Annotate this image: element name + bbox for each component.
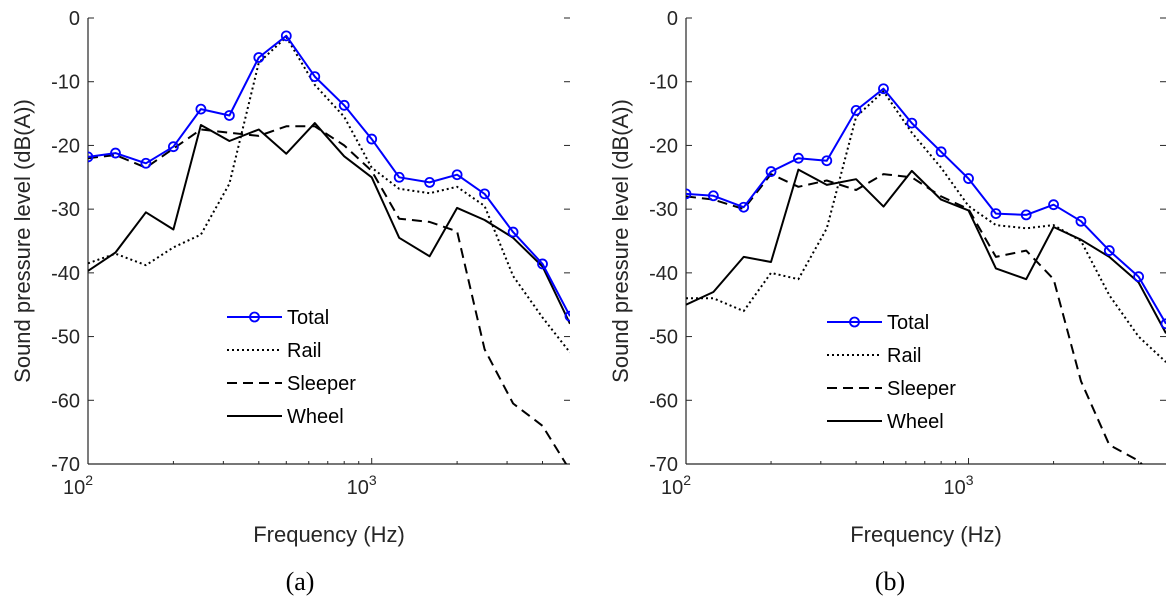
data-point-total <box>990 208 1002 220</box>
legend: Total Rail Sleeper Wheel <box>827 312 956 433</box>
data-point-total <box>850 104 862 116</box>
y-tick-label: -10 <box>51 72 80 94</box>
y-tick-label: -70 <box>649 454 678 476</box>
x-axis-label: Frequency (Hz) <box>253 522 405 547</box>
series-line-sleeper <box>88 125 568 464</box>
y-tick-label: -30 <box>649 199 678 221</box>
series-line-wheel <box>88 122 570 325</box>
series-line-rail <box>88 36 570 354</box>
y-tick-label: -70 <box>51 454 80 476</box>
data-point-total <box>537 258 548 270</box>
data-point-total <box>479 188 490 200</box>
y-axis-label: Sound pressure level (dB(A)) <box>10 99 35 383</box>
x-tick-label: 102 <box>661 472 691 499</box>
data-point-total <box>451 169 463 181</box>
legend-marker <box>249 311 260 323</box>
y-tick-label: -20 <box>51 135 80 157</box>
data-point-total <box>1048 199 1059 211</box>
series-line-wheel <box>686 168 1166 334</box>
legend-label-sleeper: Sleeper <box>887 378 956 400</box>
data-point-total <box>707 190 719 202</box>
data-point-total <box>793 152 804 164</box>
data-point-total <box>935 146 947 158</box>
data-point-total <box>195 103 207 115</box>
data-point-total <box>223 110 235 121</box>
data-point-total <box>765 166 777 177</box>
data-point-total <box>140 157 152 169</box>
data-point-total <box>564 310 570 322</box>
panel-label: (b) <box>875 567 905 596</box>
data-point-total <box>366 133 378 145</box>
series-line-total <box>88 34 570 317</box>
y-tick-label: 0 <box>667 8 678 30</box>
y-axis-label: Sound pressure level (dB(A)) <box>608 99 633 383</box>
y-tick-label: -60 <box>51 390 80 412</box>
plot-area <box>88 30 570 464</box>
legend-label-wheel: Wheel <box>887 411 944 433</box>
y-tick-label: -10 <box>649 72 678 94</box>
data-point-total <box>309 71 321 83</box>
data-point-total <box>88 151 94 163</box>
y-tick-label: 0 <box>69 8 80 30</box>
y-tick-label: -30 <box>51 199 80 221</box>
data-point-total <box>393 171 405 183</box>
legend-label-wheel: Wheel <box>287 406 344 428</box>
series-line-total <box>686 87 1166 325</box>
panel-label: (a) <box>286 567 315 596</box>
data-point-total <box>963 173 974 184</box>
data-point-total <box>1103 245 1115 256</box>
legend-label-sleeper: Sleeper <box>287 373 356 395</box>
y-tick-label: -40 <box>51 263 80 285</box>
x-tick-label: 103 <box>944 472 974 499</box>
data-point-total <box>507 226 519 238</box>
data-point-total <box>878 83 889 95</box>
data-point-total <box>686 188 692 200</box>
y-tick-label: -60 <box>649 390 678 412</box>
data-point-total <box>1020 209 1032 221</box>
legend-label-rail: Rail <box>287 340 321 362</box>
series-line-sleeper <box>686 173 1144 464</box>
data-point-total <box>168 141 179 153</box>
legend: Total Rail Sleeper Wheel <box>227 307 356 428</box>
data-point-total <box>110 147 121 159</box>
data-point-total <box>1160 318 1166 330</box>
y-tick-label: -40 <box>649 263 678 285</box>
data-point-total <box>280 30 292 42</box>
x-tick-label: 102 <box>63 472 93 499</box>
plot-area <box>686 83 1166 464</box>
data-point-total <box>821 155 833 167</box>
y-tick-label: -50 <box>51 327 80 349</box>
data-point-total <box>1133 271 1145 283</box>
legend-label-rail: Rail <box>887 345 921 367</box>
data-point-total <box>338 99 350 111</box>
y-tick-label: -50 <box>649 327 678 349</box>
legend-label-total: Total <box>287 307 329 329</box>
data-point-total <box>1075 215 1087 227</box>
legend-label-total: Total <box>887 312 929 334</box>
x-tick-label: 103 <box>347 472 377 499</box>
data-point-total <box>253 52 265 63</box>
data-point-total <box>738 201 750 213</box>
data-point-total <box>424 176 436 188</box>
x-axis-label: Frequency (Hz) <box>850 522 1002 547</box>
data-point-total <box>906 117 918 129</box>
y-tick-label: -20 <box>649 135 678 157</box>
legend-marker <box>849 316 860 328</box>
